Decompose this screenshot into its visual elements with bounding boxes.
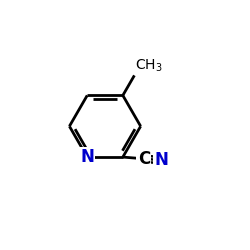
Text: N: N <box>80 148 94 166</box>
Text: C: C <box>138 150 150 168</box>
Text: CH$_3$: CH$_3$ <box>135 58 163 74</box>
Text: N: N <box>154 151 168 169</box>
